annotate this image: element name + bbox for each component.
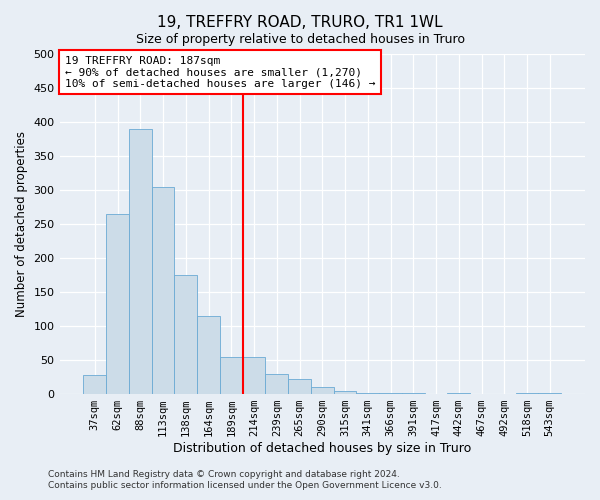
Bar bbox=[288, 379, 311, 394]
Bar bbox=[197, 316, 220, 394]
Bar bbox=[175, 275, 197, 394]
Bar bbox=[129, 129, 152, 394]
Bar bbox=[311, 388, 334, 394]
Bar bbox=[106, 214, 129, 394]
Bar bbox=[334, 390, 356, 394]
Bar bbox=[152, 186, 175, 394]
Bar bbox=[265, 374, 288, 394]
Bar bbox=[83, 375, 106, 394]
X-axis label: Distribution of detached houses by size in Truro: Distribution of detached houses by size … bbox=[173, 442, 472, 455]
Text: Contains HM Land Registry data © Crown copyright and database right 2024.
Contai: Contains HM Land Registry data © Crown c… bbox=[48, 470, 442, 490]
Text: 19, TREFFRY ROAD, TRURO, TR1 1WL: 19, TREFFRY ROAD, TRURO, TR1 1WL bbox=[157, 15, 443, 30]
Y-axis label: Number of detached properties: Number of detached properties bbox=[15, 131, 28, 317]
Text: Size of property relative to detached houses in Truro: Size of property relative to detached ho… bbox=[136, 32, 464, 46]
Bar bbox=[242, 356, 265, 394]
Bar bbox=[220, 356, 242, 394]
Text: 19 TREFFRY ROAD: 187sqm
← 90% of detached houses are smaller (1,270)
10% of semi: 19 TREFFRY ROAD: 187sqm ← 90% of detache… bbox=[65, 56, 375, 89]
